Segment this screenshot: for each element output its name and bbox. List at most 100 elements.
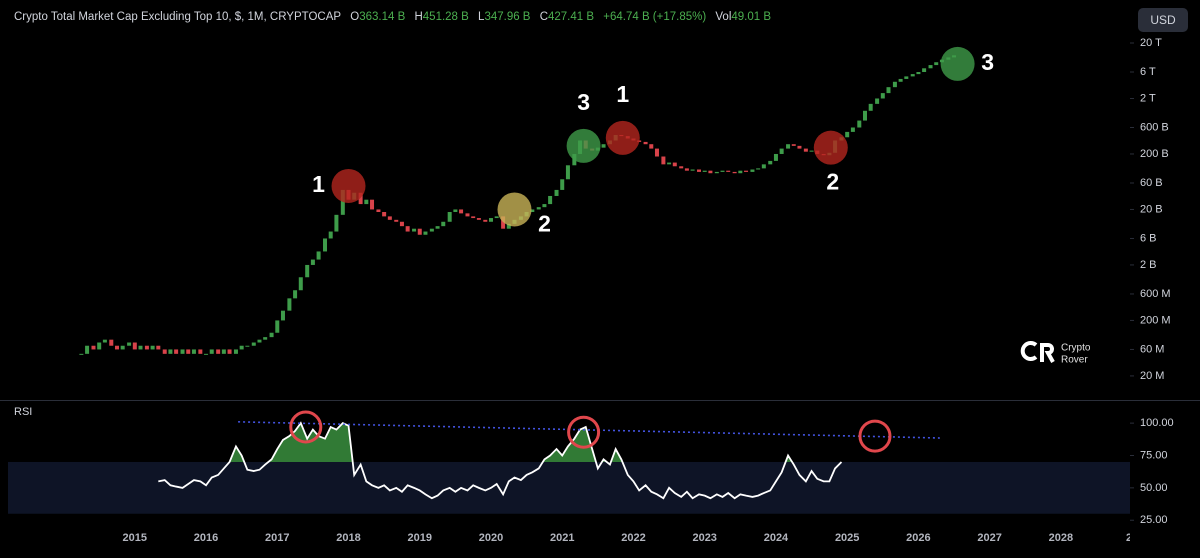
x-tick-label: 2017 bbox=[265, 532, 289, 544]
highlight-circle bbox=[605, 120, 640, 155]
candle bbox=[186, 349, 191, 354]
candle bbox=[441, 221, 446, 227]
ohlc-value: 427.41 B bbox=[548, 11, 595, 23]
y-tick-label: 20 T bbox=[1140, 37, 1162, 49]
candle bbox=[643, 141, 648, 145]
x-tick-label: 20 bbox=[1126, 532, 1138, 544]
candle bbox=[376, 209, 381, 212]
volume-value: 49.01 B bbox=[731, 11, 772, 23]
currency-button[interactable]: USD bbox=[1138, 8, 1188, 32]
ohlc-value: 347.96 B bbox=[484, 11, 531, 23]
y-tick-label: 20 M bbox=[1140, 370, 1164, 382]
candle bbox=[898, 78, 903, 82]
candle bbox=[761, 164, 766, 169]
y-tick-label: 2 T bbox=[1140, 92, 1156, 104]
candle bbox=[85, 345, 90, 354]
candle bbox=[476, 218, 481, 220]
candle bbox=[305, 264, 310, 278]
candle bbox=[702, 170, 707, 172]
highlight-label: 3 bbox=[577, 89, 590, 115]
candle bbox=[773, 153, 778, 161]
candle bbox=[459, 209, 464, 214]
candle bbox=[667, 162, 672, 165]
x-axis: 2015 2016 2017 2018 2019 2020 2021 2022 2023 2024… bbox=[123, 532, 1138, 544]
candle bbox=[323, 238, 328, 252]
candle bbox=[174, 349, 179, 354]
candle bbox=[548, 195, 553, 205]
x-tick-label: 2018 bbox=[336, 532, 360, 544]
x-tick-label: 2028 bbox=[1049, 532, 1073, 544]
y-tick-label: 200 B bbox=[1140, 148, 1169, 160]
candle bbox=[221, 349, 226, 354]
x-tick-label: 2023 bbox=[692, 532, 716, 544]
candle bbox=[429, 228, 434, 232]
candle bbox=[560, 179, 565, 190]
candle bbox=[435, 226, 440, 229]
candle bbox=[144, 345, 149, 350]
highlight-label: 3 bbox=[981, 49, 994, 75]
candle bbox=[530, 209, 535, 212]
candle bbox=[684, 168, 689, 171]
candle bbox=[358, 192, 363, 205]
x-tick-label: 2025 bbox=[835, 532, 859, 544]
logo: Crypto Rover bbox=[1020, 341, 1091, 366]
candle bbox=[293, 290, 298, 299]
candle bbox=[109, 339, 114, 346]
y-tick-label: 600 M bbox=[1140, 288, 1171, 300]
candle bbox=[227, 349, 232, 354]
y-tick-label: 75.00 bbox=[1140, 449, 1168, 461]
candle bbox=[892, 81, 897, 88]
candle bbox=[132, 342, 137, 350]
candle bbox=[364, 199, 369, 205]
candle bbox=[465, 213, 470, 217]
highlight-label: 1 bbox=[616, 81, 629, 107]
candle bbox=[216, 349, 221, 354]
candle bbox=[672, 162, 677, 167]
y-tick-label: 60 B bbox=[1140, 177, 1163, 189]
candle bbox=[399, 221, 404, 227]
candle bbox=[251, 342, 256, 346]
candle bbox=[387, 216, 392, 220]
x-tick-label: 2020 bbox=[479, 532, 503, 544]
overbought-area bbox=[158, 423, 842, 462]
candle bbox=[280, 310, 285, 321]
rsi-band bbox=[8, 461, 1130, 514]
y-tick-label: 200 M bbox=[1140, 314, 1171, 326]
candle bbox=[138, 345, 143, 350]
change: +64.74 B (+17.85%) bbox=[603, 11, 707, 23]
rsi-highlight bbox=[289, 410, 323, 444]
header-title: Crypto Total Market Cap Excluding Top 10… bbox=[14, 11, 342, 23]
candle bbox=[287, 298, 292, 311]
x-tick-label: 2022 bbox=[621, 532, 645, 544]
ohlc-label: C bbox=[539, 11, 548, 23]
candle bbox=[850, 127, 855, 132]
candle bbox=[756, 168, 761, 170]
ohlc-value: 451.28 B bbox=[422, 11, 469, 23]
candle bbox=[97, 342, 102, 350]
y-tick-label: 100.00 bbox=[1140, 417, 1174, 429]
candle bbox=[417, 228, 422, 235]
candle bbox=[697, 169, 702, 172]
candle bbox=[922, 68, 927, 73]
y-tick-label: 6 T bbox=[1140, 66, 1156, 78]
highlight-circle bbox=[813, 130, 848, 165]
rsi-highlight bbox=[858, 419, 892, 453]
logo-mark bbox=[1040, 343, 1055, 363]
candle bbox=[453, 209, 458, 212]
candle bbox=[501, 216, 506, 229]
candle bbox=[102, 339, 107, 343]
candle bbox=[744, 170, 749, 172]
highlight-label: 2 bbox=[826, 169, 839, 195]
candle bbox=[542, 204, 547, 208]
candle bbox=[506, 223, 511, 229]
candle bbox=[904, 76, 909, 79]
candle bbox=[934, 62, 939, 66]
highlight-circle bbox=[497, 192, 532, 227]
candle bbox=[601, 144, 606, 148]
candle bbox=[720, 170, 725, 172]
candle bbox=[447, 211, 452, 222]
x-tick-label: 2026 bbox=[906, 532, 930, 544]
candle bbox=[162, 349, 167, 354]
candle bbox=[750, 169, 755, 172]
